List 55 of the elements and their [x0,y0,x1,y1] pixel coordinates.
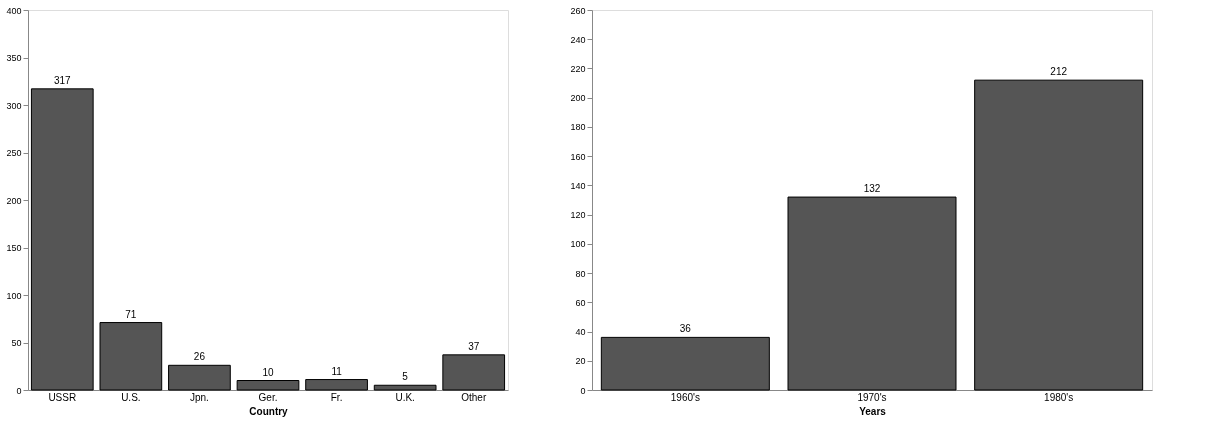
x-tick-label: Jpn. [189,391,209,403]
y-tick-label: 200 [570,93,586,104]
x-tick-label: Fr. [330,391,343,403]
data-label: 37 [468,340,480,352]
data-label: 212 [1050,66,1068,78]
y-tick-label: 240 [570,34,586,45]
y-tick-label: 0 [16,385,22,396]
bar [305,379,368,391]
bar [787,196,957,391]
y-tick-label: 150 [6,243,22,253]
data-label: 10 [262,366,274,378]
x-tick-label: U.S. [121,391,141,403]
y-tick-label: 100 [570,239,586,250]
bar [30,88,94,391]
x-axis-title: Country [249,405,289,417]
data-label: 317 [53,74,72,86]
bar [99,322,163,391]
y-tick-label: 80 [575,268,586,279]
y-tick-label: 0 [580,385,586,396]
y-tick-label: 300 [6,100,22,111]
y-tick-label: 60 [575,297,586,308]
y-tick-label: 120 [570,210,586,221]
data-label: 71 [125,308,137,320]
y-tick-label: 160 [570,151,586,162]
data-label: 132 [863,183,881,195]
y-tick-label: 220 [570,63,586,74]
x-tick-label: 1970's [857,391,887,403]
y-tick-label: 50 [11,338,22,348]
y-tick-label: 400 [6,5,22,16]
x-tick-label: USSR [48,391,77,403]
bar [236,380,300,391]
data-label: 11 [331,365,343,377]
data-label: 26 [193,351,206,363]
y-tick-label: 20 [575,356,586,367]
y-tick-label: 350 [6,53,22,63]
x-axis-title: Years [859,405,887,417]
y-tick-label: 260 [570,5,586,16]
y-tick-label: 250 [6,148,22,158]
data-label: 36 [679,323,692,335]
y-tick-label: 180 [570,122,586,133]
bar [373,384,437,391]
data-label: 5 [402,371,409,383]
bar [442,354,506,391]
bar [974,79,1144,391]
x-tick-label: 1960's [670,391,700,403]
bar [600,336,770,391]
y-tick-label: 200 [6,195,22,206]
x-tick-label: Ger. [258,391,278,403]
x-tick-label: 1980's [1044,391,1074,403]
y-tick-label: 40 [575,327,586,338]
y-tick-label: 100 [6,290,22,301]
y-tick-label: 140 [570,180,586,191]
x-tick-label: U.K. [395,391,415,403]
x-tick-label: Other [461,391,487,403]
bar [168,364,231,391]
